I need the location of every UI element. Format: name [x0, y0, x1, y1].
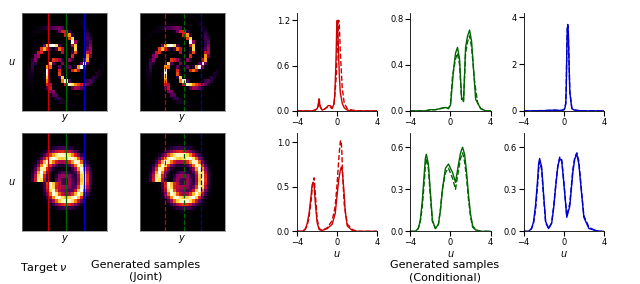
X-axis label: $y$: $y$ [178, 233, 186, 245]
X-axis label: $y$: $y$ [61, 112, 69, 124]
Y-axis label: $u$: $u$ [8, 177, 16, 187]
Text: Target $\nu$: Target $\nu$ [20, 261, 67, 275]
X-axis label: $u$: $u$ [560, 249, 568, 259]
X-axis label: $u$: $u$ [447, 249, 454, 259]
Text: Generated samples
(Joint): Generated samples (Joint) [92, 260, 200, 282]
X-axis label: $y$: $y$ [178, 112, 186, 124]
Text: Generated samples
(Conditional): Generated samples (Conditional) [390, 260, 499, 282]
X-axis label: $u$: $u$ [333, 249, 341, 259]
Y-axis label: $u$: $u$ [8, 57, 16, 67]
X-axis label: $y$: $y$ [61, 233, 69, 245]
